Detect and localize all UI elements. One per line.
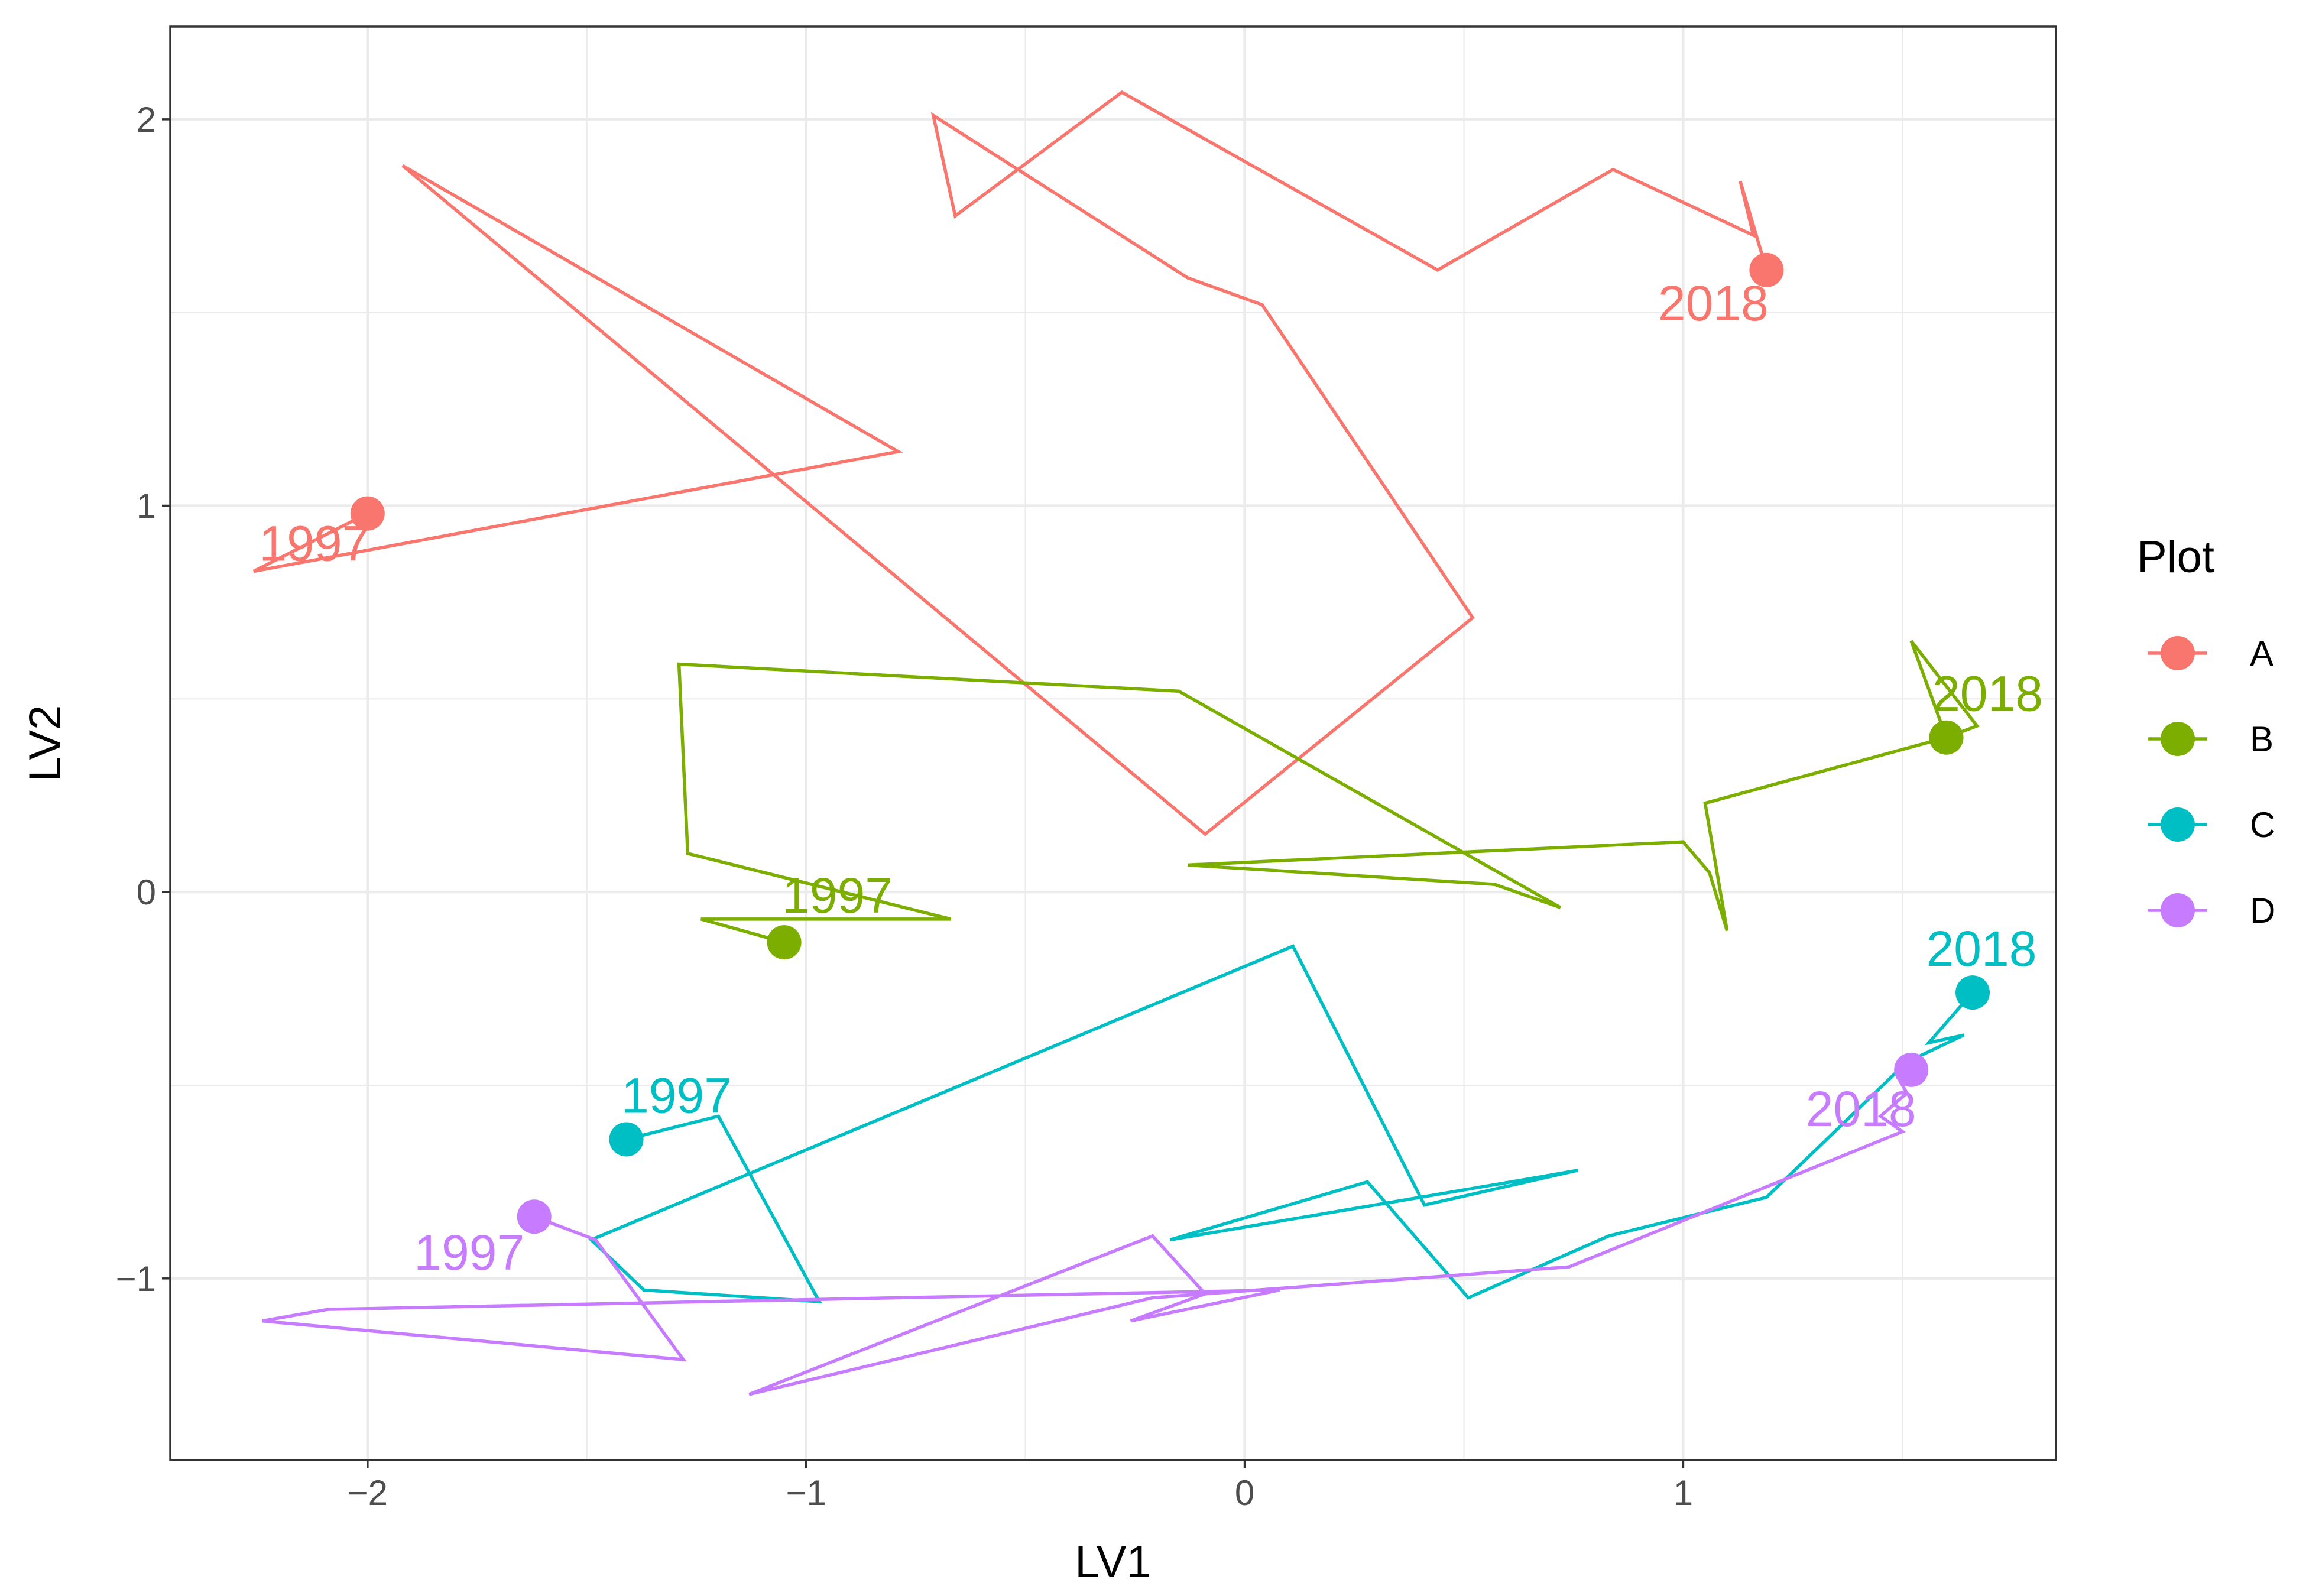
- start-point-d: [517, 1199, 552, 1234]
- x-tick-label: −1: [786, 1473, 826, 1513]
- legend-item-a: A: [2148, 634, 2273, 673]
- start-point-a: [350, 496, 385, 531]
- end-point-d: [1894, 1052, 1929, 1087]
- series-a: 1997 2018: [252, 90, 1784, 836]
- start-year-label-d: 1997: [414, 1225, 524, 1280]
- series-c: 1997 2018: [588, 921, 2037, 1304]
- series-layer: 1997 2018 1997 2018 1997 2018 1997 2018: [252, 90, 2043, 1396]
- series-line-b: [677, 640, 1980, 944]
- x-tick-label: −2: [348, 1473, 388, 1513]
- series-line-a: [252, 90, 1769, 836]
- start-year-label-a: 1997: [259, 516, 369, 572]
- legend-label: A: [2250, 634, 2273, 673]
- legend-title: Plot: [2137, 532, 2214, 582]
- series-b: 1997 2018: [677, 640, 2043, 960]
- x-tick-label: 0: [1235, 1473, 1254, 1513]
- legend-item-d: D: [2148, 891, 2275, 930]
- major-gridlines: [170, 27, 2056, 1460]
- legend: Plot A B C D: [2137, 532, 2275, 930]
- series-d: 1997 2018: [262, 1052, 1929, 1396]
- x-axis-ticks: −2 −1 0 1: [348, 1460, 1693, 1513]
- end-point-c: [1955, 975, 1990, 1010]
- legend-label: B: [2250, 719, 2273, 759]
- start-year-label-c: 1997: [621, 1068, 732, 1123]
- y-tick-label: −1: [116, 1259, 156, 1299]
- legend-item-c: C: [2148, 805, 2275, 845]
- legend-key-point: [2161, 636, 2195, 670]
- legend-key-point: [2161, 893, 2195, 927]
- start-point-c: [609, 1122, 644, 1157]
- start-year-label-b: 1997: [782, 868, 893, 923]
- plot-panel: [170, 27, 2056, 1460]
- legend-label: C: [2250, 805, 2275, 845]
- series-line-d: [262, 1068, 1912, 1396]
- minor-gridlines: [170, 27, 2056, 1460]
- legend-item-b: B: [2148, 719, 2273, 759]
- end-point-a: [1749, 252, 1784, 287]
- legend-key-point: [2161, 722, 2195, 756]
- end-year-label-a: 2018: [1658, 275, 1769, 331]
- end-year-label-c: 2018: [1926, 921, 2037, 977]
- legend-key-point: [2161, 807, 2195, 842]
- y-tick-label: 0: [137, 872, 156, 912]
- end-year-label-b: 2018: [1932, 666, 2043, 722]
- y-tick-label: 2: [137, 100, 156, 140]
- start-point-b: [767, 925, 802, 960]
- x-tick-label: 1: [1673, 1473, 1693, 1513]
- x-axis-title: LV1: [1075, 1537, 1152, 1587]
- plot-border: [169, 25, 2057, 1461]
- y-axis-ticks: −1 0 1 2: [116, 100, 170, 1299]
- legend-label: D: [2250, 891, 2275, 930]
- end-point-b: [1929, 720, 1964, 755]
- y-tick-label: 1: [137, 486, 156, 526]
- y-axis-title: LV2: [20, 705, 70, 782]
- end-year-label-d: 2018: [1806, 1081, 1916, 1137]
